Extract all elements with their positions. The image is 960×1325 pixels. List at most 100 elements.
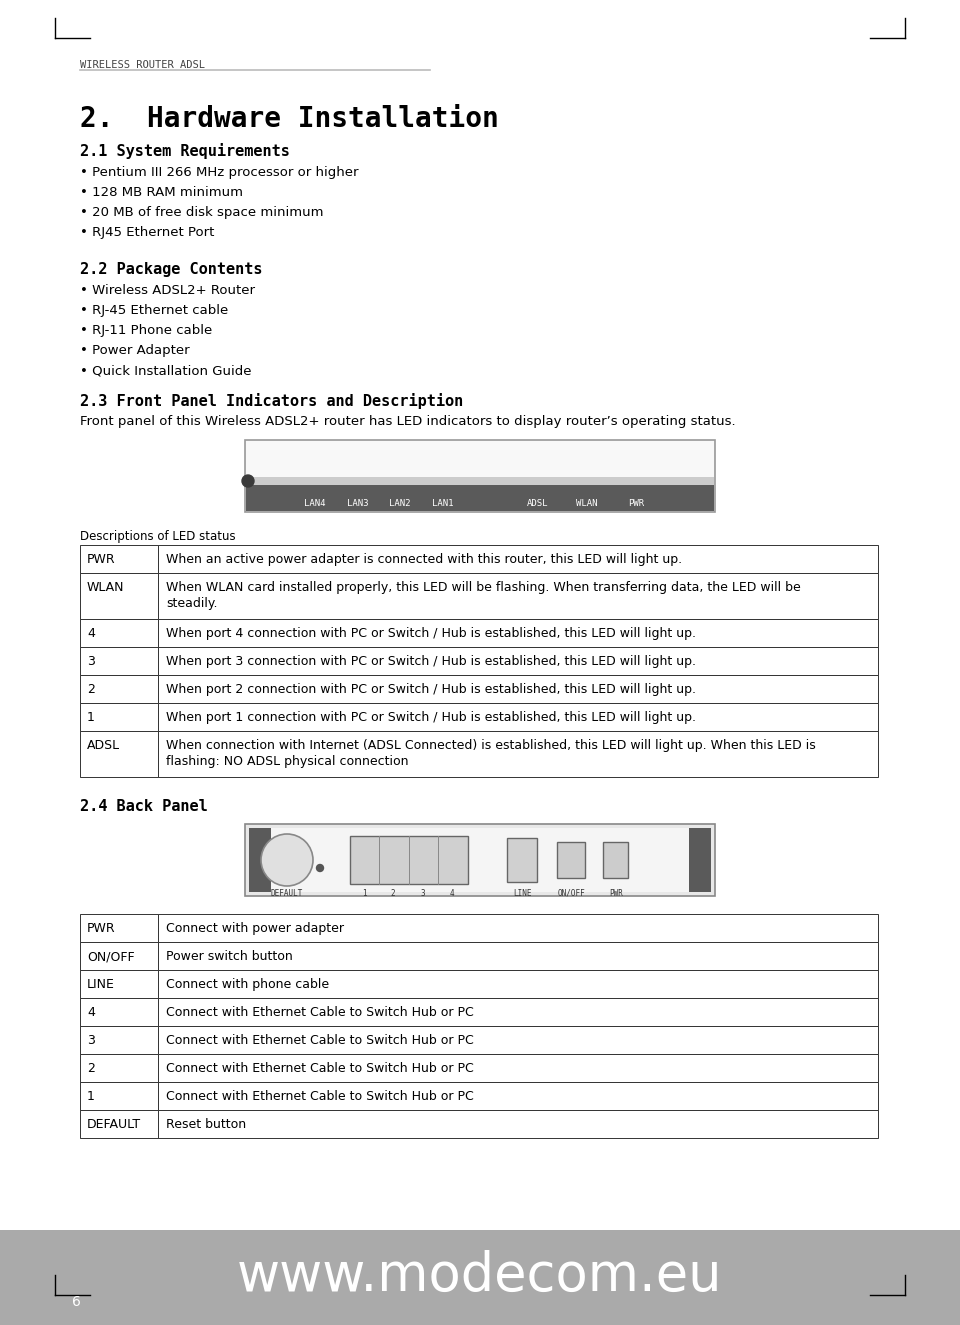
Text: Connect with power adapter: Connect with power adapter	[166, 922, 344, 935]
Text: 1: 1	[87, 712, 95, 723]
Text: Connect with Ethernet Cable to Switch Hub or PC: Connect with Ethernet Cable to Switch Hu…	[166, 1034, 473, 1047]
Text: PWR: PWR	[609, 889, 623, 898]
Circle shape	[317, 864, 324, 872]
Text: When port 1 connection with PC or Switch / Hub is established, this LED will lig: When port 1 connection with PC or Switch…	[166, 712, 696, 723]
Text: LINE: LINE	[87, 978, 115, 991]
Text: • RJ-45 Ethernet cable: • RJ-45 Ethernet cable	[80, 303, 228, 317]
Circle shape	[242, 474, 254, 488]
Text: Connect with Ethernet Cable to Switch Hub or PC: Connect with Ethernet Cable to Switch Hu…	[166, 1006, 473, 1019]
Text: DEFAULT: DEFAULT	[271, 889, 303, 898]
Text: www.modecom.eu: www.modecom.eu	[237, 1249, 723, 1302]
Text: WLAN: WLAN	[576, 500, 598, 507]
Text: When an active power adapter is connected with this router, this LED will light : When an active power adapter is connecte…	[166, 553, 683, 566]
Bar	[158, 914, 878, 942]
Text: Connect with phone cable: Connect with phone cable	[166, 978, 329, 991]
Bar	[80, 1110, 158, 1138]
Text: • 20 MB of free disk space minimum: • 20 MB of free disk space minimum	[80, 205, 324, 219]
Bar	[80, 674, 158, 704]
Bar	[158, 1083, 878, 1110]
Bar	[80, 731, 158, 776]
Bar	[689, 828, 711, 892]
Text: 6: 6	[72, 1295, 81, 1309]
Bar	[80, 647, 158, 674]
Text: 3: 3	[87, 655, 95, 668]
Text: 2.3 Front Panel Indicators and Description: 2.3 Front Panel Indicators and Descripti…	[80, 394, 464, 409]
Text: LAN3: LAN3	[348, 500, 369, 507]
Text: Connect with Ethernet Cable to Switch Hub or PC: Connect with Ethernet Cable to Switch Hu…	[166, 1090, 473, 1102]
Circle shape	[261, 833, 313, 886]
Text: PWR: PWR	[628, 500, 644, 507]
Text: LINE: LINE	[513, 889, 531, 898]
Bar	[249, 828, 711, 892]
Bar	[246, 441, 714, 477]
Text: 4: 4	[449, 889, 454, 898]
Bar	[507, 837, 537, 882]
Text: LAN2: LAN2	[389, 500, 411, 507]
Text: LAN4: LAN4	[304, 500, 325, 507]
Text: Power switch button: Power switch button	[166, 950, 293, 963]
Text: Descriptions of LED status: Descriptions of LED status	[80, 530, 235, 543]
Bar	[245, 824, 715, 896]
Bar	[80, 970, 158, 998]
Text: • Wireless ADSL2+ Router: • Wireless ADSL2+ Router	[80, 284, 255, 297]
Bar	[557, 841, 585, 878]
Bar	[350, 836, 468, 884]
Text: 4: 4	[87, 1006, 95, 1019]
Text: • 128 MB RAM minimum: • 128 MB RAM minimum	[80, 186, 243, 199]
Text: 2: 2	[87, 1063, 95, 1075]
Text: 2.  Hardware Installation: 2. Hardware Installation	[80, 105, 499, 132]
Bar	[158, 704, 878, 731]
Text: 2: 2	[87, 682, 95, 696]
Bar	[246, 485, 714, 511]
Text: 2: 2	[391, 889, 396, 898]
Text: When port 3 connection with PC or Switch / Hub is established, this LED will lig: When port 3 connection with PC or Switch…	[166, 655, 696, 668]
Text: 2.2 Package Contents: 2.2 Package Contents	[80, 262, 262, 277]
Text: Reset button: Reset button	[166, 1118, 246, 1132]
Bar	[80, 914, 158, 942]
Text: 2.1 System Requirements: 2.1 System Requirements	[80, 143, 290, 159]
Text: • RJ45 Ethernet Port: • RJ45 Ethernet Port	[80, 227, 214, 238]
Text: ON/OFF: ON/OFF	[557, 889, 585, 898]
Bar	[158, 572, 878, 619]
Text: • RJ-11 Phone cable: • RJ-11 Phone cable	[80, 325, 212, 337]
Text: ADSL: ADSL	[527, 500, 549, 507]
Text: When port 2 connection with PC or Switch / Hub is established, this LED will lig: When port 2 connection with PC or Switch…	[166, 682, 696, 696]
Bar	[158, 647, 878, 674]
Bar	[80, 704, 158, 731]
Text: WIRELESS ROUTER ADSL: WIRELESS ROUTER ADSL	[80, 60, 205, 70]
Text: 2.4 Back Panel: 2.4 Back Panel	[80, 799, 207, 814]
Text: Connect with Ethernet Cable to Switch Hub or PC: Connect with Ethernet Cable to Switch Hu…	[166, 1063, 473, 1075]
Text: When WLAN card installed properly, this LED will be flashing. When transferring : When WLAN card installed properly, this …	[166, 580, 801, 611]
Text: 4: 4	[87, 627, 95, 640]
Bar	[245, 440, 715, 511]
Text: ADSL: ADSL	[87, 739, 120, 753]
Bar	[249, 828, 271, 892]
Text: When port 4 connection with PC or Switch / Hub is established, this LED will lig: When port 4 connection with PC or Switch…	[166, 627, 696, 640]
Bar	[80, 619, 158, 647]
Text: 1: 1	[87, 1090, 95, 1102]
Text: ON/OFF: ON/OFF	[87, 950, 134, 963]
Text: LAN1: LAN1	[432, 500, 454, 507]
Bar	[158, 970, 878, 998]
Text: • Quick Installation Guide: • Quick Installation Guide	[80, 364, 252, 378]
Bar	[158, 545, 878, 572]
Bar	[158, 1110, 878, 1138]
Bar	[80, 572, 158, 619]
Text: 3: 3	[420, 889, 425, 898]
Bar	[80, 1026, 158, 1053]
Bar	[158, 1053, 878, 1083]
Bar	[158, 674, 878, 704]
Text: 3: 3	[87, 1034, 95, 1047]
Text: • Power Adapter: • Power Adapter	[80, 344, 190, 356]
Text: • Pentium III 266 MHz processor or higher: • Pentium III 266 MHz processor or highe…	[80, 166, 358, 179]
Bar	[158, 998, 878, 1026]
Text: WLAN: WLAN	[87, 580, 125, 594]
Bar	[80, 545, 158, 572]
Text: Front panel of this Wireless ADSL2+ router has LED indicators to display router’: Front panel of this Wireless ADSL2+ rout…	[80, 415, 735, 428]
Bar	[80, 998, 158, 1026]
Bar	[80, 1053, 158, 1083]
Text: PWR: PWR	[87, 553, 115, 566]
Bar	[603, 841, 628, 878]
Bar	[158, 1026, 878, 1053]
Bar	[158, 731, 878, 776]
